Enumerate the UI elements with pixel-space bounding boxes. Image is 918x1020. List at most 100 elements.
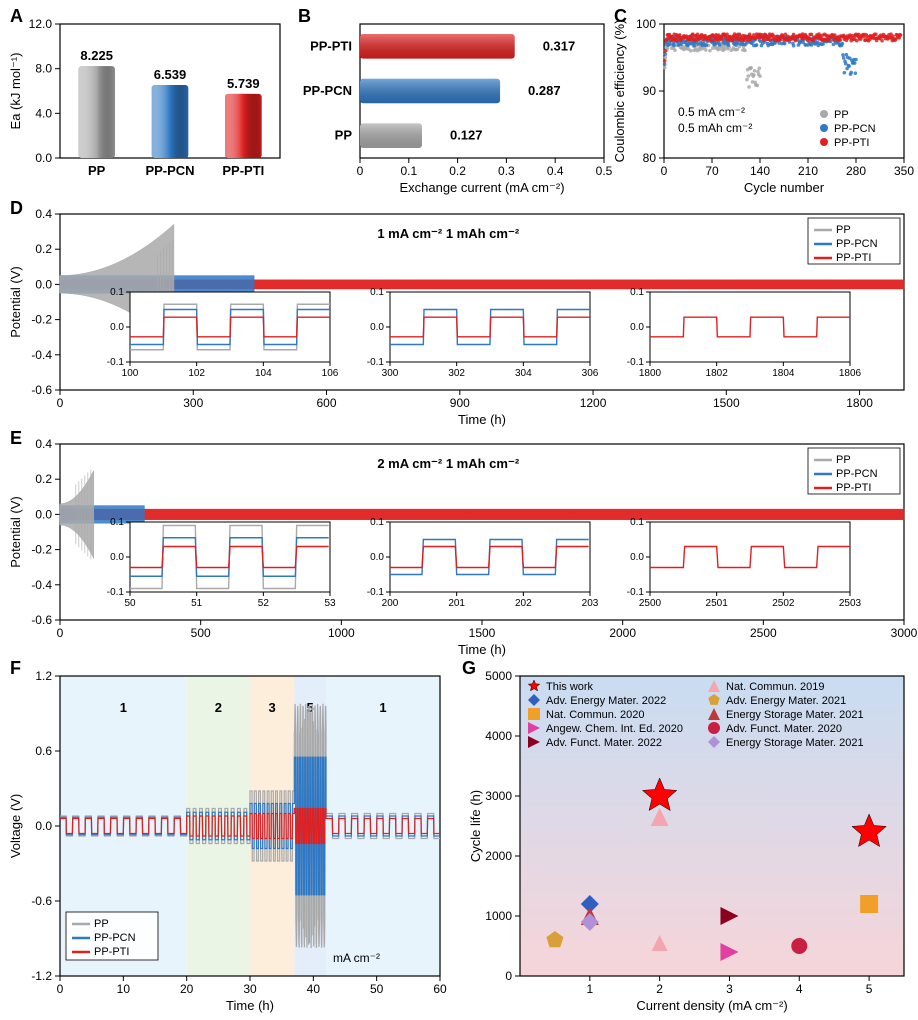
svg-text:202: 202: [515, 598, 532, 609]
svg-text:0.0: 0.0: [630, 322, 644, 333]
svg-text:53: 53: [324, 598, 336, 609]
svg-text:50: 50: [370, 982, 384, 996]
svg-text:8.0: 8.0: [35, 62, 52, 76]
svg-text:500: 500: [191, 626, 211, 640]
svg-text:Adv. Funct. Mater. 2022: Adv. Funct. Mater. 2022: [546, 737, 662, 749]
svg-text:2503: 2503: [839, 598, 862, 609]
svg-text:0.0: 0.0: [110, 322, 124, 333]
svg-text:0.0: 0.0: [35, 151, 52, 165]
svg-text:1800: 1800: [639, 368, 662, 379]
svg-text:0.3: 0.3: [498, 164, 515, 178]
svg-text:PP-PCN: PP-PCN: [836, 238, 878, 250]
svg-text:-0.6: -0.6: [31, 613, 52, 627]
svg-text:-0.1: -0.1: [367, 357, 385, 368]
svg-text:0.317: 0.317: [543, 38, 576, 53]
svg-text:2: 2: [656, 982, 663, 996]
svg-text:Time (h): Time (h): [458, 642, 506, 657]
svg-text:Coulombic efficiency (%): Coulombic efficiency (%): [612, 20, 627, 163]
svg-text:Time (h): Time (h): [458, 412, 506, 427]
svg-text:0.0: 0.0: [35, 507, 52, 521]
svg-text:0: 0: [661, 164, 668, 178]
svg-text:PP-PTI: PP-PTI: [836, 252, 871, 264]
svg-text:0: 0: [357, 164, 364, 178]
svg-text:Current density (mA cm⁻²): Current density (mA cm⁻²): [636, 998, 787, 1013]
svg-text:1500: 1500: [713, 396, 740, 410]
svg-text:51: 51: [191, 598, 203, 609]
svg-text:3000: 3000: [485, 789, 512, 803]
svg-text:Adv. Funct. Mater. 2020: Adv. Funct. Mater. 2020: [726, 723, 842, 735]
svg-text:201: 201: [448, 598, 465, 609]
svg-text:210: 210: [798, 164, 818, 178]
svg-text:5000: 5000: [485, 669, 512, 683]
svg-text:PP: PP: [94, 918, 109, 930]
svg-text:-0.4: -0.4: [31, 348, 52, 362]
svg-text:0.0: 0.0: [370, 552, 384, 563]
svg-text:Potential (V): Potential (V): [8, 496, 23, 568]
svg-text:Angew. Chem. Int. Ed. 2020: Angew. Chem. Int. Ed. 2020: [546, 723, 683, 735]
svg-text:0: 0: [57, 396, 64, 410]
svg-text:0: 0: [57, 982, 64, 996]
svg-text:350: 350: [894, 164, 914, 178]
svg-text:Nat. Commun. 2019: Nat. Commun. 2019: [726, 681, 824, 693]
svg-text:PP-PTI: PP-PTI: [94, 946, 129, 958]
svg-text:302: 302: [448, 368, 465, 379]
svg-text:140: 140: [750, 164, 770, 178]
svg-text:1.2: 1.2: [35, 669, 52, 683]
svg-text:3000: 3000: [891, 626, 918, 640]
svg-text:0.0: 0.0: [35, 277, 52, 291]
svg-text:PP: PP: [88, 163, 106, 178]
svg-text:4: 4: [796, 982, 803, 996]
svg-text:Exchange current (mA cm⁻²): Exchange current (mA cm⁻²): [399, 180, 564, 195]
svg-text:300: 300: [183, 396, 203, 410]
svg-text:0.1: 0.1: [630, 287, 644, 298]
svg-text:PP: PP: [335, 128, 353, 143]
svg-text:2: 2: [215, 700, 222, 715]
svg-text:Nat. Commun. 2020: Nat. Commun. 2020: [546, 709, 644, 721]
svg-text:2 mA cm⁻² 1 mAh cm⁻²: 2 mA cm⁻² 1 mAh cm⁻²: [377, 456, 520, 471]
svg-text:PP-PTI: PP-PTI: [834, 137, 869, 149]
svg-text:-0.1: -0.1: [367, 587, 385, 598]
svg-text:10: 10: [117, 982, 131, 996]
svg-text:0.287: 0.287: [528, 83, 561, 98]
svg-text:0.127: 0.127: [450, 128, 483, 143]
svg-text:0: 0: [57, 626, 64, 640]
svg-text:0.1: 0.1: [110, 517, 124, 528]
svg-text:300: 300: [382, 368, 399, 379]
svg-text:6.539: 6.539: [154, 67, 187, 82]
svg-text:40: 40: [307, 982, 321, 996]
svg-text:-1.2: -1.2: [31, 969, 52, 983]
svg-text:Energy Storage Mater. 2021: Energy Storage Mater. 2021: [726, 737, 864, 749]
svg-text:4.0: 4.0: [35, 106, 52, 120]
svg-text:2502: 2502: [772, 598, 795, 609]
svg-text:-0.6: -0.6: [31, 383, 52, 397]
svg-text:5: 5: [866, 982, 873, 996]
svg-text:1804: 1804: [772, 368, 795, 379]
svg-text:1806: 1806: [839, 368, 862, 379]
svg-text:0.5 mA cm⁻²: 0.5 mA cm⁻²: [678, 105, 745, 119]
svg-text:1 mA cm⁻² 1 mAh cm⁻²: 1 mA cm⁻² 1 mAh cm⁻²: [377, 226, 520, 241]
svg-text:0.4: 0.4: [547, 164, 564, 178]
svg-text:0.6: 0.6: [35, 744, 52, 758]
svg-text:3: 3: [269, 700, 276, 715]
svg-text:306: 306: [582, 368, 599, 379]
svg-text:80: 80: [643, 151, 657, 165]
svg-text:PP: PP: [834, 109, 849, 121]
svg-text:1000: 1000: [485, 909, 512, 923]
svg-text:52: 52: [258, 598, 270, 609]
svg-text:Adv. Energy Mater. 2021: Adv. Energy Mater. 2021: [726, 695, 846, 707]
svg-text:104: 104: [255, 368, 272, 379]
svg-text:1: 1: [379, 700, 386, 715]
svg-text:0: 0: [505, 969, 512, 983]
svg-text:Cycle number: Cycle number: [744, 180, 825, 195]
svg-text:-0.1: -0.1: [107, 587, 125, 598]
svg-text:Potential (V): Potential (V): [8, 266, 23, 338]
svg-text:900: 900: [450, 396, 470, 410]
svg-text:Cycle life (h): Cycle life (h): [468, 790, 483, 862]
svg-text:50: 50: [124, 598, 136, 609]
svg-text:12.0: 12.0: [29, 17, 53, 31]
svg-text:Ea (kJ mol⁻¹): Ea (kJ mol⁻¹): [8, 53, 23, 130]
svg-text:3: 3: [726, 982, 733, 996]
svg-text:0.2: 0.2: [449, 164, 466, 178]
svg-text:0.0: 0.0: [110, 552, 124, 563]
svg-text:0.5 mAh cm⁻²: 0.5 mAh cm⁻²: [678, 121, 752, 135]
